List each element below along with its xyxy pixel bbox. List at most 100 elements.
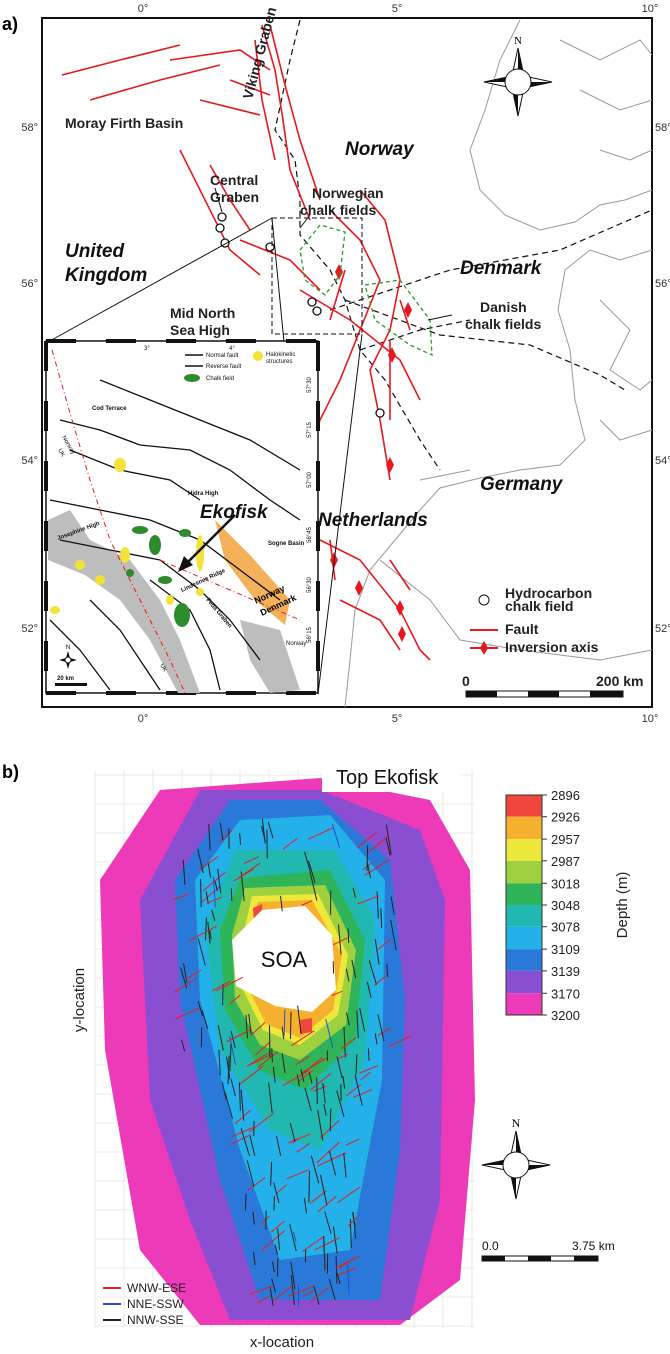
fault-trace bbox=[328, 1278, 336, 1301]
moray-faults bbox=[61, 44, 271, 116]
inversion-axis bbox=[329, 269, 411, 581]
place-label: Norwegian chalk fields bbox=[300, 185, 384, 218]
salt-structure bbox=[120, 547, 130, 563]
fault-trace bbox=[208, 929, 212, 940]
fault-trace bbox=[356, 1010, 359, 1039]
fault-trace bbox=[227, 1055, 230, 1085]
fault-trace bbox=[390, 919, 397, 951]
place-label: Moray Firth Basin bbox=[65, 115, 183, 131]
lon-label: 10° bbox=[642, 3, 659, 15]
compass-star-fill bbox=[484, 48, 552, 116]
fault-trace bbox=[328, 1150, 337, 1176]
fault-trace bbox=[246, 1051, 271, 1067]
fault-trace bbox=[308, 827, 334, 840]
colorbar-tick-label: 3078 bbox=[551, 920, 580, 935]
fault-trace bbox=[250, 1021, 266, 1037]
field-marker bbox=[217, 212, 227, 222]
fault-trace bbox=[337, 924, 342, 955]
fault-trace bbox=[310, 1073, 332, 1091]
inset-label: Cod Terrace bbox=[92, 406, 127, 412]
salt-structure bbox=[95, 575, 105, 585]
inset-label: UK bbox=[56, 448, 65, 458]
compass-ring bbox=[64, 656, 72, 664]
line: Hydrocarbon bbox=[505, 585, 592, 601]
fault-trace bbox=[345, 1083, 362, 1097]
high-gray bbox=[240, 620, 300, 693]
fault-trace bbox=[308, 1287, 329, 1304]
fault-trace bbox=[295, 1055, 310, 1066]
colorbar-title: Depth (m) bbox=[614, 872, 631, 939]
fault-trace bbox=[215, 976, 244, 992]
fault-trace bbox=[173, 893, 189, 901]
place-label: Danish chalk fields bbox=[465, 299, 541, 332]
colorbar-band bbox=[506, 795, 542, 817]
fault-trace bbox=[368, 960, 378, 986]
scale-seg bbox=[466, 691, 497, 697]
fault-trace bbox=[374, 1033, 378, 1045]
fault-trace bbox=[317, 1195, 337, 1213]
place-label: Netherlands bbox=[318, 510, 428, 531]
fault-trace bbox=[260, 1216, 270, 1225]
inset-label: Ekofisk bbox=[200, 502, 269, 523]
place-label: United Kingdom bbox=[65, 241, 147, 286]
fault-trace bbox=[273, 1182, 280, 1204]
colorbar-band bbox=[506, 905, 542, 927]
fault-trace bbox=[293, 1231, 297, 1242]
line: Central bbox=[210, 172, 258, 188]
y-axis-label: y-location bbox=[71, 968, 88, 1032]
fault-trace bbox=[342, 1075, 346, 1090]
fault-trace bbox=[214, 880, 218, 892]
fault-trace bbox=[329, 1108, 332, 1132]
colorbar-tick-label: 2957 bbox=[551, 832, 580, 847]
fault-trace bbox=[283, 1009, 286, 1036]
fault-trace bbox=[304, 1087, 312, 1111]
inset-compass: N bbox=[59, 645, 77, 669]
fault-trace bbox=[343, 1152, 347, 1178]
inversion-symbol bbox=[330, 264, 412, 642]
legend: Hydrocarbon chalk field Fault Inversion a… bbox=[470, 585, 599, 655]
colorbar-tick-label: 3109 bbox=[551, 942, 580, 957]
ekofisk-arrowhead bbox=[178, 556, 193, 572]
salt-structure bbox=[196, 535, 204, 571]
central-faults bbox=[179, 149, 321, 291]
fault-trace bbox=[276, 1184, 287, 1194]
fault-trace bbox=[230, 1030, 236, 1048]
fault-trace bbox=[335, 1255, 338, 1284]
compass: N bbox=[481, 1116, 551, 1200]
fault-trace bbox=[229, 994, 241, 1005]
fault-trace bbox=[181, 1039, 186, 1052]
fault-trace bbox=[269, 1286, 274, 1306]
fault-trace bbox=[218, 1049, 221, 1076]
fault-trace bbox=[234, 1110, 251, 1125]
inset-lon: 4° bbox=[229, 346, 235, 352]
fault-trace bbox=[313, 1285, 320, 1305]
fault-trace bbox=[207, 921, 211, 944]
inset-legend-swatch bbox=[184, 374, 200, 382]
inset-salt bbox=[50, 458, 204, 614]
fault-trace bbox=[204, 917, 207, 941]
fault-trace bbox=[351, 959, 357, 979]
lat-label: 54° bbox=[655, 455, 670, 467]
field-marker bbox=[375, 408, 385, 418]
colorbar-band bbox=[506, 993, 542, 1015]
fault-trace bbox=[287, 1285, 315, 1298]
fault-trace bbox=[337, 1053, 349, 1060]
legend-label: NNE-SSW bbox=[127, 1297, 184, 1311]
fault-trace bbox=[188, 925, 217, 942]
inset-lon: 3° bbox=[144, 346, 150, 352]
scale-label: 0 bbox=[462, 673, 470, 689]
chalk-field bbox=[149, 535, 161, 555]
fault-trace bbox=[291, 1030, 315, 1047]
line: structures bbox=[266, 359, 292, 365]
fault-trace bbox=[211, 909, 216, 921]
salt-structure bbox=[114, 458, 126, 472]
fault-trace bbox=[274, 1244, 279, 1255]
scale-label: 0.0 bbox=[482, 1239, 499, 1253]
map-title: Top Ekofisk bbox=[336, 767, 439, 789]
fault-trace bbox=[386, 963, 389, 978]
fault-trace bbox=[364, 859, 390, 876]
fault-trace bbox=[173, 977, 197, 993]
fault-trace bbox=[319, 1174, 328, 1206]
inset-legend-label: Normal fault bbox=[206, 353, 239, 359]
